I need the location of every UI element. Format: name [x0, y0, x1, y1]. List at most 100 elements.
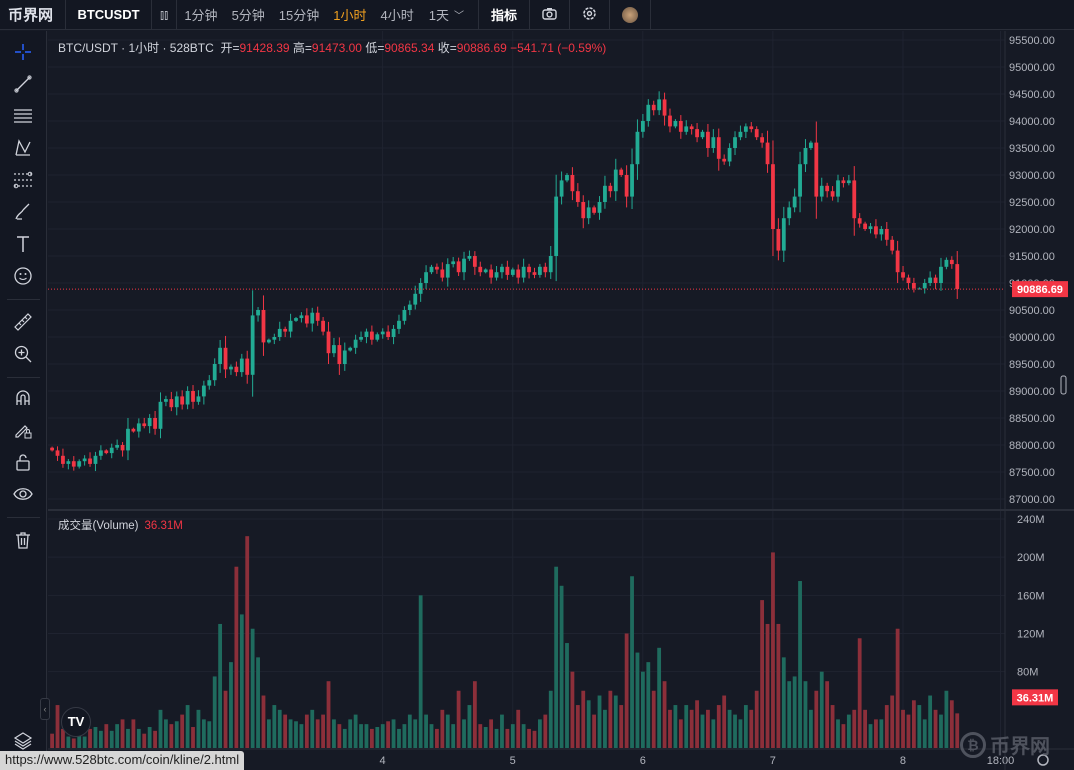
- trash-icon[interactable]: [10, 527, 36, 553]
- toolbar-divider: [7, 517, 40, 518]
- volume-bar: [294, 721, 298, 748]
- volume-bar: [413, 719, 418, 748]
- gear-icon: [582, 6, 597, 24]
- candle-body: [527, 266, 531, 273]
- volume-bar: [706, 709, 710, 748]
- candle-body: [456, 261, 461, 273]
- candle-body: [949, 259, 954, 265]
- interval-1d-label: 1天: [428, 8, 449, 23]
- interval-4h[interactable]: 4小时: [380, 8, 414, 23]
- volume-value: 36.31M: [144, 520, 183, 532]
- volume-bar: [229, 662, 233, 748]
- candle-body: [776, 229, 781, 251]
- crosshair-icon[interactable]: [10, 39, 36, 65]
- volume-bar: [603, 709, 607, 748]
- candle-body: [928, 277, 933, 283]
- volume-bar: [375, 727, 380, 748]
- ruler-icon[interactable]: [10, 309, 36, 335]
- brush-icon[interactable]: [10, 199, 36, 225]
- screenshot-button[interactable]: [530, 0, 570, 30]
- candle-body: [207, 380, 212, 386]
- volume-bar: [500, 714, 504, 748]
- volume-bar: [267, 719, 271, 748]
- volume-bar: [435, 728, 439, 748]
- volume-bar: [272, 705, 277, 748]
- candle-body: [61, 455, 65, 464]
- volume-bar: [283, 714, 288, 748]
- candle-body: [391, 328, 396, 337]
- candle-body: [624, 175, 629, 197]
- volume-bar: [61, 728, 65, 748]
- candle-body: [88, 458, 92, 464]
- volume-bar: [93, 727, 98, 748]
- chart-type-button[interactable]: ⫾⫾: [152, 0, 178, 30]
- symbol-selector[interactable]: BTCUSDT: [66, 0, 152, 30]
- volume-bar: [754, 690, 759, 748]
- volume-bar: [781, 657, 786, 748]
- emoji-icon[interactable]: [10, 263, 36, 289]
- toolbar-divider: [7, 299, 40, 300]
- volume-bar: [798, 581, 802, 748]
- collapse-toolbar-button[interactable]: ‹: [40, 698, 50, 720]
- volume-bar: [565, 643, 569, 748]
- candle-body: [104, 450, 109, 454]
- volume-bar: [906, 714, 911, 748]
- settings-button[interactable]: [570, 0, 610, 30]
- fibonacci-icon[interactable]: [10, 167, 36, 193]
- volume-bar: [218, 623, 223, 748]
- candle-body: [879, 229, 884, 235]
- price-tick-label: 94500.00: [1009, 89, 1055, 101]
- interval-1d[interactable]: 1天 ﹀: [421, 0, 479, 30]
- user-avatar[interactable]: [610, 0, 651, 30]
- horizontal-lines-icon[interactable]: [10, 103, 36, 129]
- interval-1h[interactable]: 1小时: [333, 8, 367, 23]
- candle-body: [169, 399, 174, 408]
- volume-bar: [819, 671, 824, 748]
- volume-bar: [809, 709, 813, 748]
- volume-bar: [727, 709, 732, 748]
- zoom-in-icon[interactable]: [10, 341, 36, 367]
- interval-5m[interactable]: 5分钟: [231, 8, 265, 23]
- high-label: 高=: [292, 41, 312, 55]
- layers-icon[interactable]: [10, 727, 36, 753]
- candle-body: [256, 310, 260, 316]
- volume-bar: [678, 719, 683, 748]
- candle-body: [201, 385, 206, 397]
- candle-body: [722, 158, 727, 162]
- top-toolbar: 币界网 BTCUSDT ⫾⫾ 1分钟 5分钟 15分钟 1小时 4小时 1天 ﹀ …: [0, 0, 1074, 30]
- volume-bar: [304, 714, 309, 748]
- price-chart[interactable]: 95500.00 95000.00 94500.00 94000.00 93500.00…: [48, 31, 1074, 770]
- candle-body: [164, 399, 168, 402]
- candle-body: [825, 185, 830, 192]
- candle-body: [657, 99, 662, 111]
- interval-1m[interactable]: 1分钟: [184, 8, 218, 23]
- candle-body: [841, 180, 846, 184]
- text-icon[interactable]: [10, 231, 36, 257]
- pattern-icon[interactable]: [10, 135, 36, 161]
- magnet-icon[interactable]: [10, 385, 36, 411]
- candle-body: [781, 218, 786, 251]
- interval-15m[interactable]: 15分钟: [278, 8, 320, 23]
- eye-icon[interactable]: [10, 481, 36, 507]
- candle-body: [581, 202, 586, 219]
- lock-drawings-icon[interactable]: [10, 417, 36, 443]
- volume-bar: [424, 714, 428, 748]
- volume-bar: [662, 681, 667, 748]
- watermark: ₿ 币界网: [960, 730, 1050, 759]
- candle-body: [548, 256, 553, 273]
- lock-icon[interactable]: [10, 449, 36, 475]
- candle-body: [809, 142, 813, 148]
- volume-bar: [321, 714, 325, 748]
- volume-bar: [440, 709, 445, 748]
- volume-bar: [342, 728, 347, 748]
- trend-line-icon[interactable]: [10, 71, 36, 97]
- site-logo[interactable]: 币界网: [0, 0, 66, 30]
- tradingview-logo[interactable]: TV: [61, 707, 91, 737]
- indicators-button[interactable]: 指标: [479, 0, 530, 30]
- volume-bar: [71, 738, 76, 748]
- candle-body: [55, 450, 60, 456]
- volume-bar: [884, 705, 889, 748]
- candle-body: [603, 185, 607, 202]
- candle-body: [575, 191, 580, 202]
- candle-body: [857, 218, 862, 224]
